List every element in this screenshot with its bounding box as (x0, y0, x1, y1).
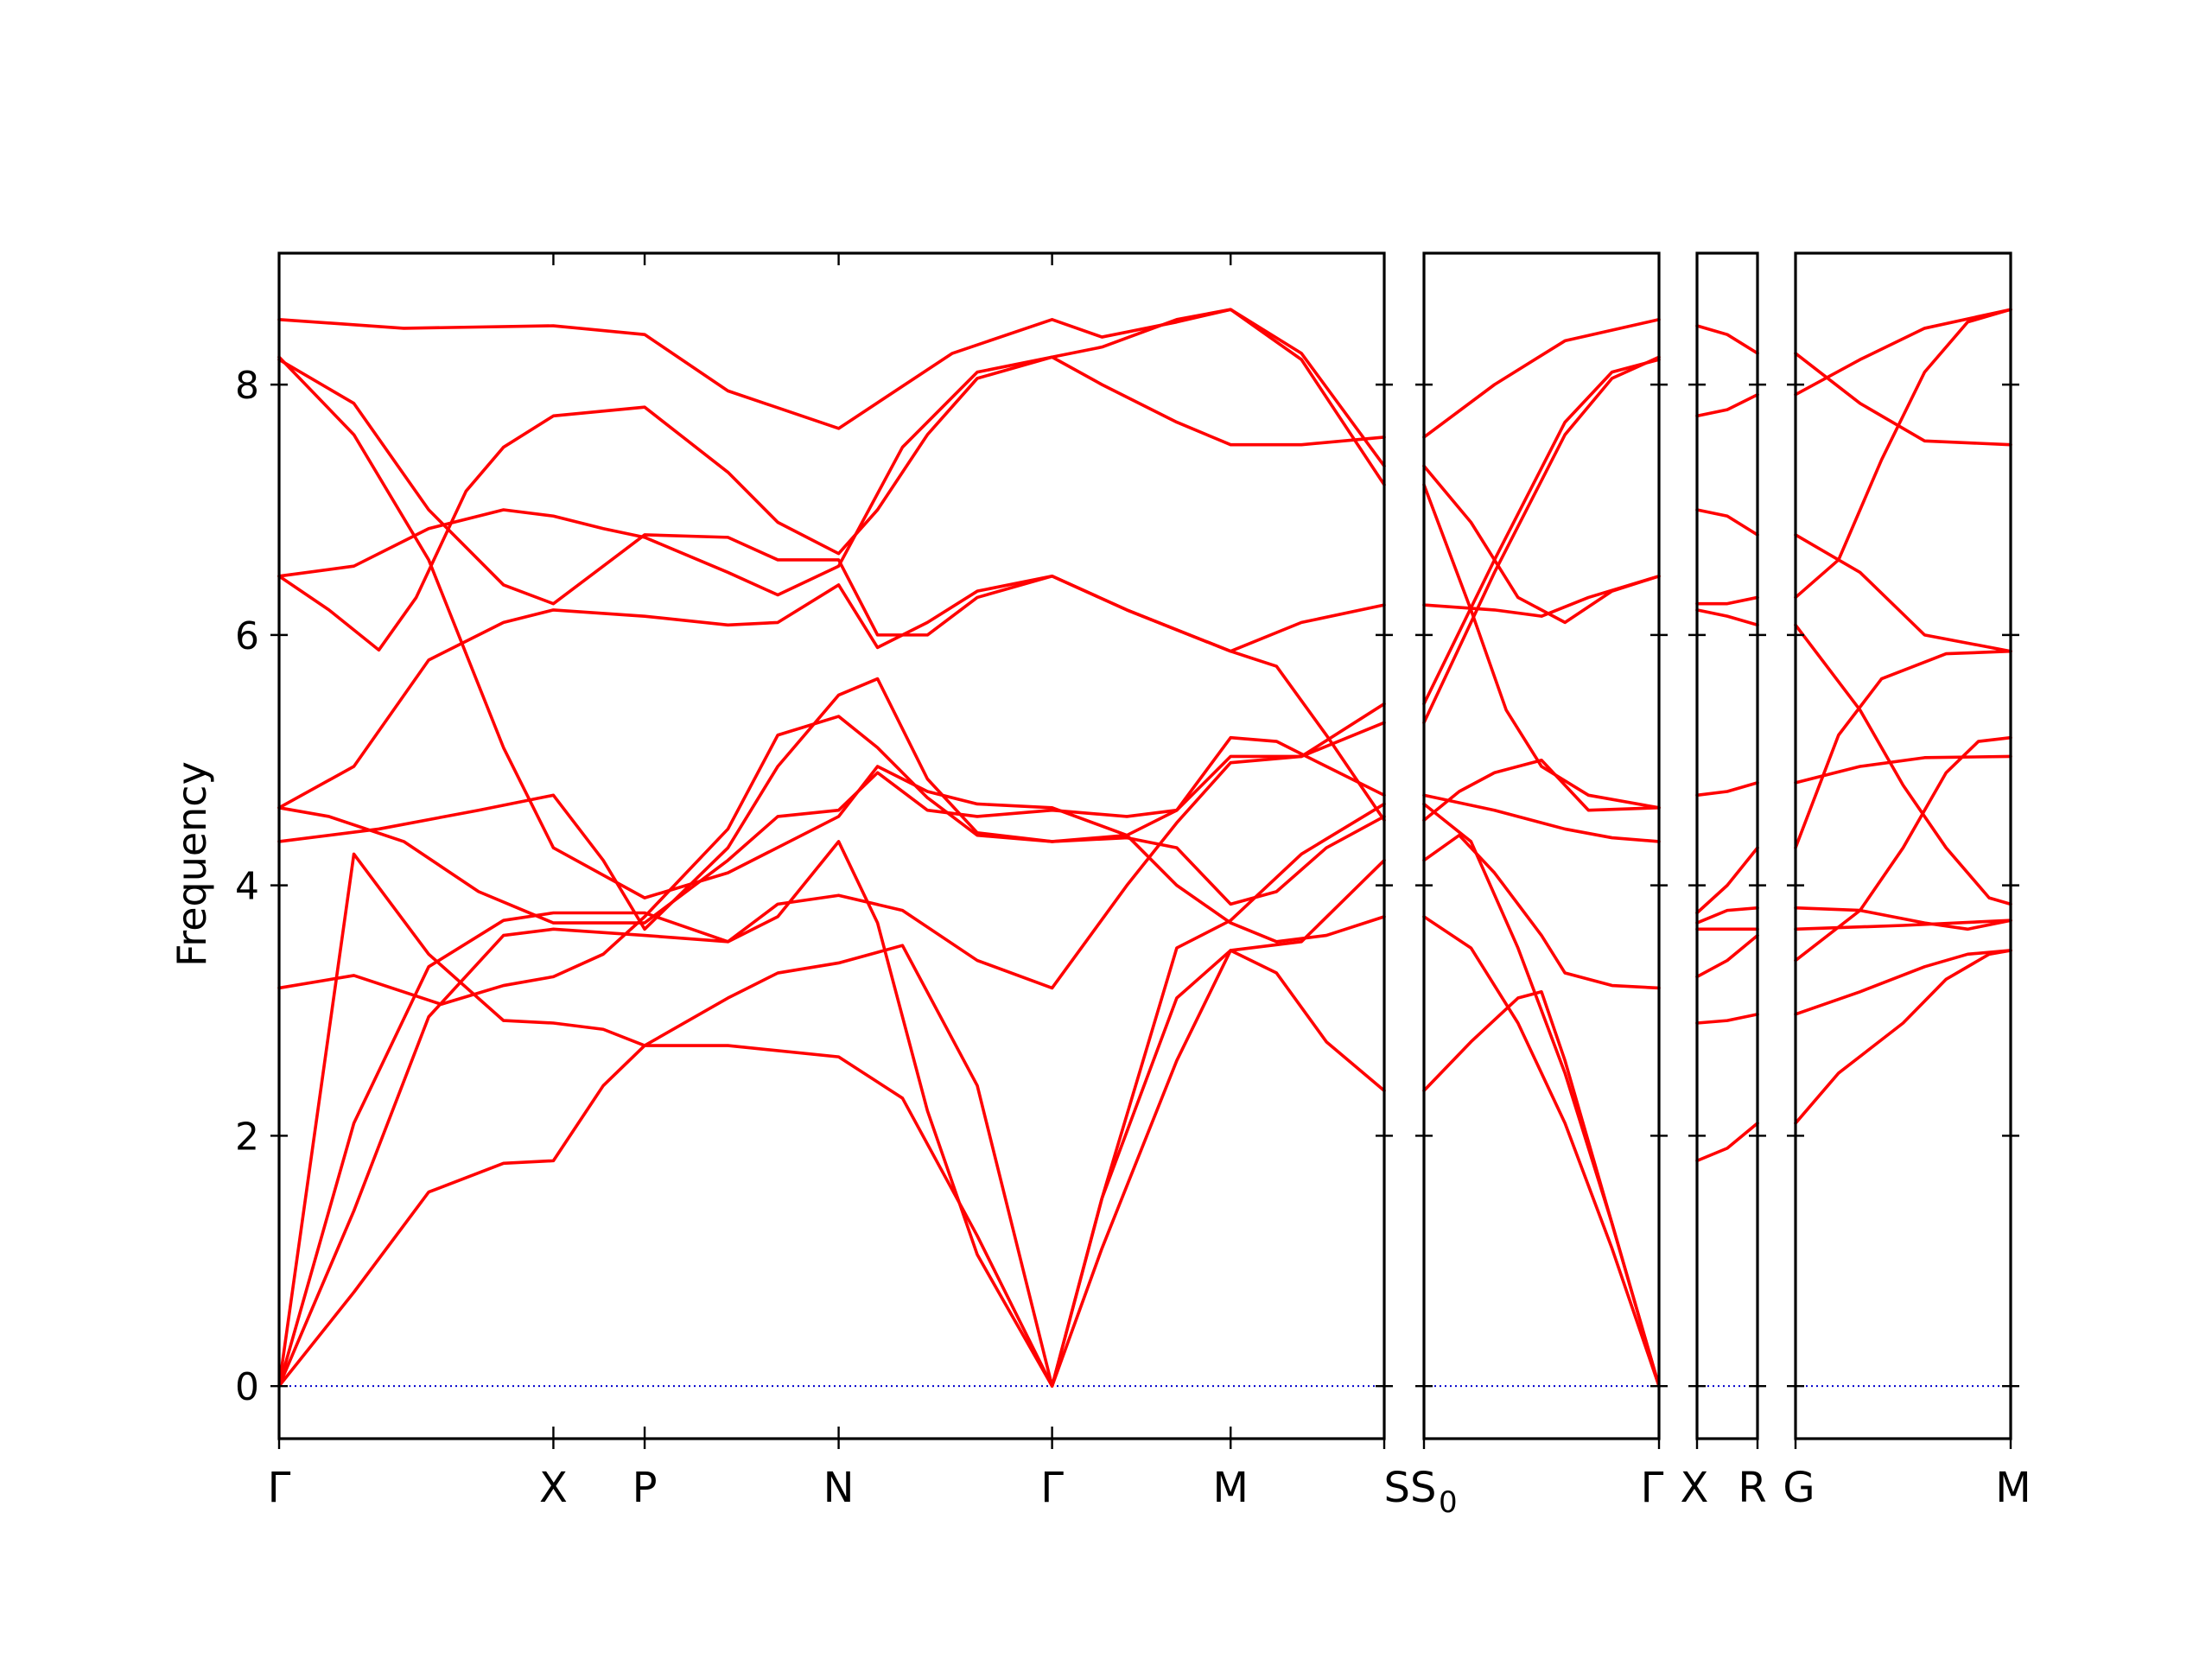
xtick-label: N (823, 1464, 855, 1512)
band-line (1422, 915, 1661, 1388)
band-line (277, 721, 1386, 925)
ytick-label: 6 (235, 614, 259, 658)
band-line (1695, 392, 1759, 418)
band-line (1422, 793, 1661, 843)
band-line (277, 308, 1386, 597)
xtick-label: X (539, 1464, 568, 1512)
band-line (277, 574, 1386, 823)
band-line (1794, 735, 2012, 963)
band-line (1695, 608, 1759, 627)
band-line (277, 858, 1386, 1388)
band-line (1794, 754, 2012, 785)
xtick-label: X (1681, 1464, 1709, 1512)
band-line (1695, 324, 1759, 355)
band-line (1695, 1122, 1759, 1163)
xtick-label: Γ (1040, 1464, 1064, 1512)
band-line (1695, 846, 1759, 915)
band-line (277, 802, 1386, 1388)
band-line (1794, 949, 2012, 1125)
panel-frame (1794, 251, 2012, 1440)
band-line (1794, 949, 2012, 1016)
band-line (1794, 533, 2012, 653)
ytick-label: 0 (235, 1365, 259, 1409)
band-line (1794, 649, 2012, 849)
panel-frame (1695, 251, 1759, 1440)
band-line (277, 358, 1386, 653)
band-line (277, 852, 1386, 1388)
ytick-label: 8 (235, 364, 259, 408)
band-line (1422, 758, 1661, 823)
xtick-label: M (1995, 1464, 2031, 1512)
band-line (1422, 464, 1661, 625)
band-line (1422, 833, 1661, 990)
xtick-label: Γ (1641, 1464, 1664, 1512)
band-line (1794, 918, 2012, 931)
band-line (1422, 483, 1661, 810)
band-line (277, 702, 1386, 1388)
band-line (1422, 355, 1661, 725)
panel-frame (1422, 251, 1661, 1440)
band-line (1794, 352, 2012, 447)
xtick-label: M (1213, 1464, 1249, 1512)
band-line (1695, 781, 1759, 798)
y-axis-label: Frequency (168, 761, 215, 967)
band-line (1695, 933, 1759, 979)
xtick-label: R (1738, 1464, 1766, 1512)
band-line (1422, 989, 1661, 1388)
band-line (1422, 802, 1661, 1388)
xtick-label: P (632, 1464, 658, 1512)
band-line (1794, 308, 2012, 600)
ytick-label: 4 (235, 865, 259, 909)
band-line (1695, 1013, 1759, 1025)
ytick-label: 2 (235, 1115, 259, 1159)
xtick-label: Γ (268, 1464, 291, 1512)
band-line (277, 355, 1386, 652)
band-line (277, 308, 1386, 486)
panel-frame (277, 251, 1386, 1440)
xtick-label: G (1783, 1464, 1815, 1512)
band-line (1695, 508, 1759, 537)
band-line (1794, 308, 2012, 397)
band-line (1422, 317, 1661, 439)
xtick-label-subscript: 0 (1439, 1485, 1458, 1520)
xtick-label: S (1384, 1464, 1410, 1512)
ytick-labels: 0 2 4 6 8 (235, 364, 259, 1409)
xtick-label: S (1410, 1464, 1436, 1512)
band-line (277, 355, 1386, 944)
band-line (1695, 906, 1759, 925)
band-line (1794, 623, 2012, 906)
band-line (1695, 595, 1759, 606)
band-line (277, 715, 1386, 1007)
band-line (277, 677, 1386, 931)
